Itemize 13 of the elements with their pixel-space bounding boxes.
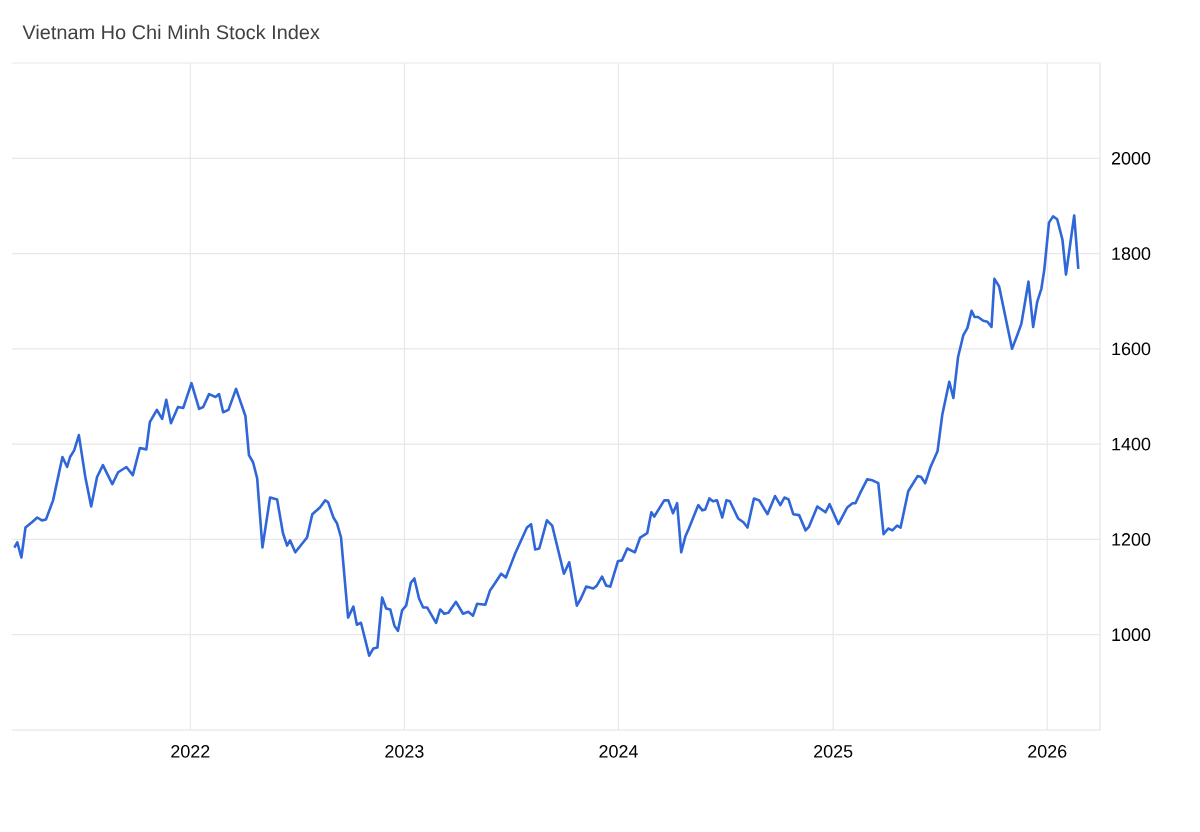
y-tick-label: 1400 [1112,437,1151,451]
y-tick-label: 1600 [1112,342,1151,356]
y-tick-label: 1000 [1112,628,1151,642]
line-series [13,214,1080,657]
y-tick-label: 2000 [1111,151,1151,165]
chart-title: Vietnam Ho Chi Minh Stock Index [22,24,320,40]
y-tick-label: 1200 [1112,533,1151,546]
y-tick-label: 1800 [1112,247,1151,260]
x-tick-label: 2025 [814,745,853,758]
x-tick-label: 2022 [171,745,210,758]
x-tick-label: 2024 [599,745,638,758]
x-tick-label: 2026 [1028,745,1067,758]
x-tick-label: 2023 [385,745,424,758]
